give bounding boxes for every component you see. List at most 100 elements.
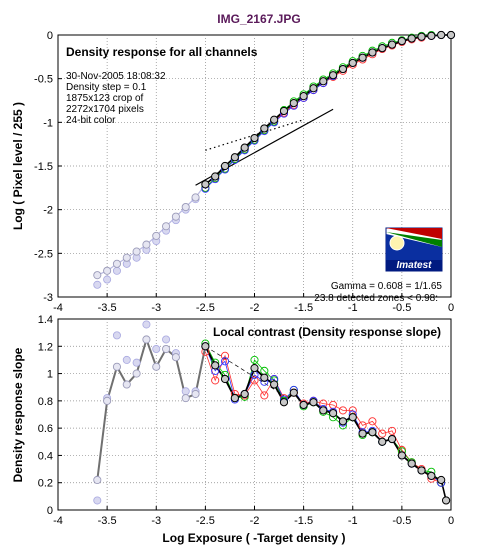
y-tick-label: -1.5	[34, 161, 53, 173]
info-line: 1875x123 crop of	[66, 93, 144, 104]
point-gray-saturated	[93, 475, 102, 485]
point-gray	[240, 389, 249, 399]
point-gray	[250, 364, 259, 373]
point-gray	[309, 84, 318, 93]
dotted-reference-line	[205, 119, 304, 151]
point-gray-saturated	[162, 222, 171, 231]
point-gray	[427, 31, 436, 40]
point-gray	[220, 161, 230, 171]
zones-text: 23.8 detected zones < 0.98:	[314, 293, 438, 304]
point-gray-saturated	[152, 231, 161, 240]
x-tick-label: -1	[348, 515, 358, 527]
point-blue-saturated	[152, 345, 161, 354]
point-gray	[378, 44, 387, 53]
point-blue-saturated	[122, 355, 131, 364]
x-tick-label: -4	[53, 302, 63, 314]
point-gray	[201, 180, 210, 189]
point-gray	[387, 40, 397, 49]
point-gray-saturated	[103, 396, 112, 405]
point-gray	[299, 400, 308, 410]
point-green	[250, 355, 259, 364]
point-gray	[348, 413, 357, 422]
point-gray	[270, 380, 279, 389]
point-gray	[279, 106, 289, 116]
imatest-logo: Imatest	[385, 227, 443, 272]
bottom-y-axis-label: Density response slope	[11, 347, 25, 482]
y-tick-label: 1.2	[38, 341, 53, 353]
point-blue-saturated	[132, 358, 141, 367]
point-gray	[250, 133, 259, 143]
point-gray	[338, 417, 348, 426]
point-gray	[220, 374, 230, 384]
point-gray	[358, 53, 367, 62]
x-tick-label: -2.5	[196, 515, 215, 527]
point-gray	[240, 143, 249, 152]
point-gray	[417, 32, 426, 41]
y-tick-label: -2	[43, 205, 53, 217]
point-gray-saturated	[181, 202, 190, 212]
bottom-grid	[58, 319, 451, 510]
point-gray	[427, 471, 436, 480]
point-gray	[211, 172, 220, 181]
info-line: 24-bit color	[66, 115, 116, 126]
point-gray	[319, 406, 328, 415]
point-gray-saturated	[132, 369, 141, 378]
point-blue-saturated	[93, 496, 102, 505]
top-series-markers	[93, 30, 456, 289]
top-x-ticks: -4 -3.5 -3 -2.5 -2 -1.5 -1 -0.5 0	[53, 293, 454, 314]
x-tick-label: -3	[151, 302, 161, 314]
x-tick-label: -2	[250, 302, 260, 314]
point-blue-saturated	[181, 387, 190, 396]
point-gray	[437, 475, 446, 485]
point-gray	[230, 153, 239, 162]
y-tick-label: 0.6	[38, 423, 53, 435]
point-red	[220, 351, 230, 360]
point-gray-saturated	[112, 362, 121, 371]
point-blue-saturated	[112, 331, 121, 340]
x-axis-label: Log Exposure ( -Target density )	[162, 531, 345, 545]
point-gray	[309, 398, 318, 407]
top-y-ticks: 0 -0.5 -1 -1.5 -2 -2.5 -3	[34, 30, 62, 304]
y-tick-label: 0.8	[38, 396, 53, 408]
x-tick-label: -3.5	[98, 302, 117, 314]
point-gray	[417, 466, 426, 475]
y-tick-label: 1.4	[38, 314, 53, 326]
y-tick-label: 0.2	[38, 478, 53, 490]
point-gray-saturated	[162, 344, 171, 354]
point-blue-saturated	[93, 280, 102, 289]
point-gray	[446, 30, 456, 40]
bottom-series-markers	[93, 320, 451, 505]
info-line: 2272x1704 pixels	[66, 104, 144, 115]
top-y-axis-label: Log ( Pixel level / 255 )	[11, 102, 25, 230]
point-gray	[437, 30, 446, 40]
point-red	[387, 426, 397, 435]
point-gray	[407, 459, 416, 468]
point-gray	[407, 34, 416, 43]
y-tick-label: 0.4	[38, 450, 53, 462]
point-gray	[270, 115, 279, 124]
point-gray	[397, 451, 406, 460]
y-tick-label: 0	[47, 505, 53, 517]
x-tick-label: -3.5	[98, 515, 117, 527]
bottom-x-ticks: -4 -3.5 -3 -2.5 -2 -1.5 -1 -0.5 0	[53, 506, 454, 527]
point-gray-saturated	[171, 353, 180, 362]
local-contrast-panel: -4 -3.5 -3 -2.5 -2 -1.5 -1 -0.5 0 1.4 1.2 1 0.8 0.6 0…	[11, 314, 454, 527]
point-gray	[260, 373, 269, 382]
bottom-y-ticks: 1.4 1.2 1 0.8 0.6 0.4 0.2 0	[38, 314, 62, 517]
x-tick-label: -1.5	[294, 515, 313, 527]
x-tick-label: 0	[448, 515, 454, 527]
y-tick-label: -2.5	[34, 248, 53, 260]
point-gray-saturated	[181, 394, 190, 403]
y-tick-label: -1	[43, 117, 53, 129]
point-gray	[387, 434, 397, 444]
point-gray-saturated	[142, 335, 151, 344]
bottom-panel-title: Local contrast (Density response slope)	[213, 325, 441, 339]
info-line: 30-Nov-2005 18:08:32	[66, 71, 166, 82]
point-gray	[289, 99, 298, 108]
x-tick-label: -4	[53, 515, 63, 527]
point-gray	[329, 71, 338, 80]
point-gray	[338, 64, 348, 74]
point-gray	[397, 37, 406, 46]
point-blue-saturated	[142, 320, 151, 329]
